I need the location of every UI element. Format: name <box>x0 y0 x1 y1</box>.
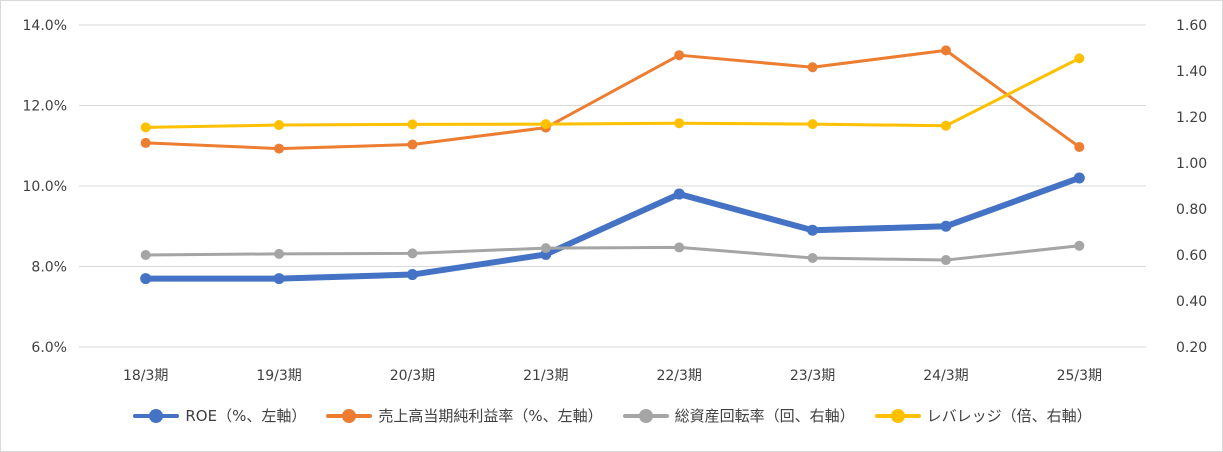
data-point <box>407 248 418 259</box>
data-point <box>807 62 818 73</box>
x-tick-label: 25/3期 <box>1057 368 1102 384</box>
right-tick-label: 1.60 <box>1176 18 1207 34</box>
x-axis: 18/3期 19/3期 20/3期 21/3期 22/3期 23/3期 24/3期 25/3期 <box>123 368 1102 384</box>
series-layer <box>140 45 1085 285</box>
right-tick-label: 1.40 <box>1176 64 1207 80</box>
right-tick-label: 0.20 <box>1176 340 1207 356</box>
line-chart: 14.0% 12.0% 10.0% 8.0% 6.0% 1.60 1.40 1.20 1.00… <box>23 18 1208 384</box>
series-line <box>144 56 1081 129</box>
data-point <box>274 120 285 131</box>
left-tick-label: 14.0% <box>23 18 67 34</box>
data-point <box>940 255 951 266</box>
right-tick-label: 1.00 <box>1176 156 1207 172</box>
data-point <box>140 273 152 285</box>
data-point <box>807 119 818 130</box>
data-point <box>674 242 685 253</box>
legend-swatch <box>874 408 921 423</box>
legend-label: 売上高当期純利益率（%、左軸） <box>378 407 603 425</box>
data-point <box>1073 172 1085 184</box>
right-tick-label: 1.20 <box>1176 110 1207 126</box>
data-point <box>274 248 285 259</box>
data-point <box>407 139 418 150</box>
legend-marker <box>638 408 653 423</box>
series-0 <box>140 172 1085 285</box>
data-point <box>940 220 952 232</box>
data-point <box>140 122 151 133</box>
right-tick-label: 0.40 <box>1176 294 1207 310</box>
series-line <box>144 48 1081 151</box>
series-line <box>142 174 1083 282</box>
left-tick-label: 12.0% <box>23 99 67 115</box>
x-tick-label: 20/3期 <box>390 368 435 384</box>
x-tick-label: 23/3期 <box>790 368 835 384</box>
legend-item: レバレッジ（倍、右軸） <box>874 405 1092 426</box>
right-tick-label: 0.60 <box>1176 248 1207 264</box>
legend-label: 総資産回転率（回、右軸） <box>674 407 855 425</box>
left-tick-label: 8.0% <box>31 260 67 276</box>
data-point <box>540 243 551 254</box>
data-point <box>540 119 551 130</box>
data-point <box>407 119 418 130</box>
data-point <box>674 118 685 129</box>
series-2 <box>140 240 1085 266</box>
x-tick-label: 21/3期 <box>523 368 568 384</box>
data-point <box>1074 141 1085 152</box>
legend-item: 総資産回転率（回、右軸） <box>622 405 855 426</box>
x-tick-label: 18/3期 <box>123 368 168 384</box>
data-point <box>807 252 818 263</box>
data-point <box>673 188 685 200</box>
legend-item: ROE（%、左軸） <box>133 405 306 426</box>
data-point <box>140 137 151 148</box>
legend-marker <box>149 408 164 423</box>
left-tick-label: 6.0% <box>31 340 67 356</box>
left-tick-label: 10.0% <box>23 179 67 195</box>
legend-marker <box>342 408 357 423</box>
series-1 <box>140 45 1085 154</box>
data-point <box>406 269 418 281</box>
data-point <box>273 273 285 285</box>
right-tick-label: 0.80 <box>1176 202 1207 218</box>
left-y-axis: 14.0% 12.0% 10.0% 8.0% 6.0% <box>23 18 67 356</box>
x-tick-label: 22/3期 <box>656 368 701 384</box>
legend-item: 売上高当期純利益率（%、左軸） <box>326 405 603 426</box>
data-point <box>140 250 151 260</box>
x-tick-label: 19/3期 <box>256 368 301 384</box>
legend-label: レバレッジ（倍、右軸） <box>926 407 1092 425</box>
legend-marker <box>890 408 905 423</box>
data-point <box>1074 53 1085 64</box>
series-line <box>144 244 1081 262</box>
legend: ROE（%、左軸） 売上高当期純利益率（%、左軸） 総資産回転率（回、右軸） レバレッ… <box>1 405 1223 426</box>
x-tick-label: 24/3期 <box>923 368 968 384</box>
data-point <box>274 143 285 154</box>
data-point <box>940 120 951 131</box>
legend-label: ROE（%、左軸） <box>185 407 307 425</box>
data-point <box>940 45 951 56</box>
gridlines <box>79 24 1146 348</box>
legend-swatch <box>326 408 373 423</box>
series-3 <box>140 53 1085 133</box>
legend-swatch <box>133 408 180 423</box>
data-point <box>1074 240 1085 251</box>
legend-swatch <box>622 408 669 423</box>
right-y-axis: 1.60 1.40 1.20 1.00 0.80 0.60 0.40 0.20 <box>1176 18 1207 356</box>
data-point <box>674 50 685 61</box>
data-point <box>807 224 819 236</box>
